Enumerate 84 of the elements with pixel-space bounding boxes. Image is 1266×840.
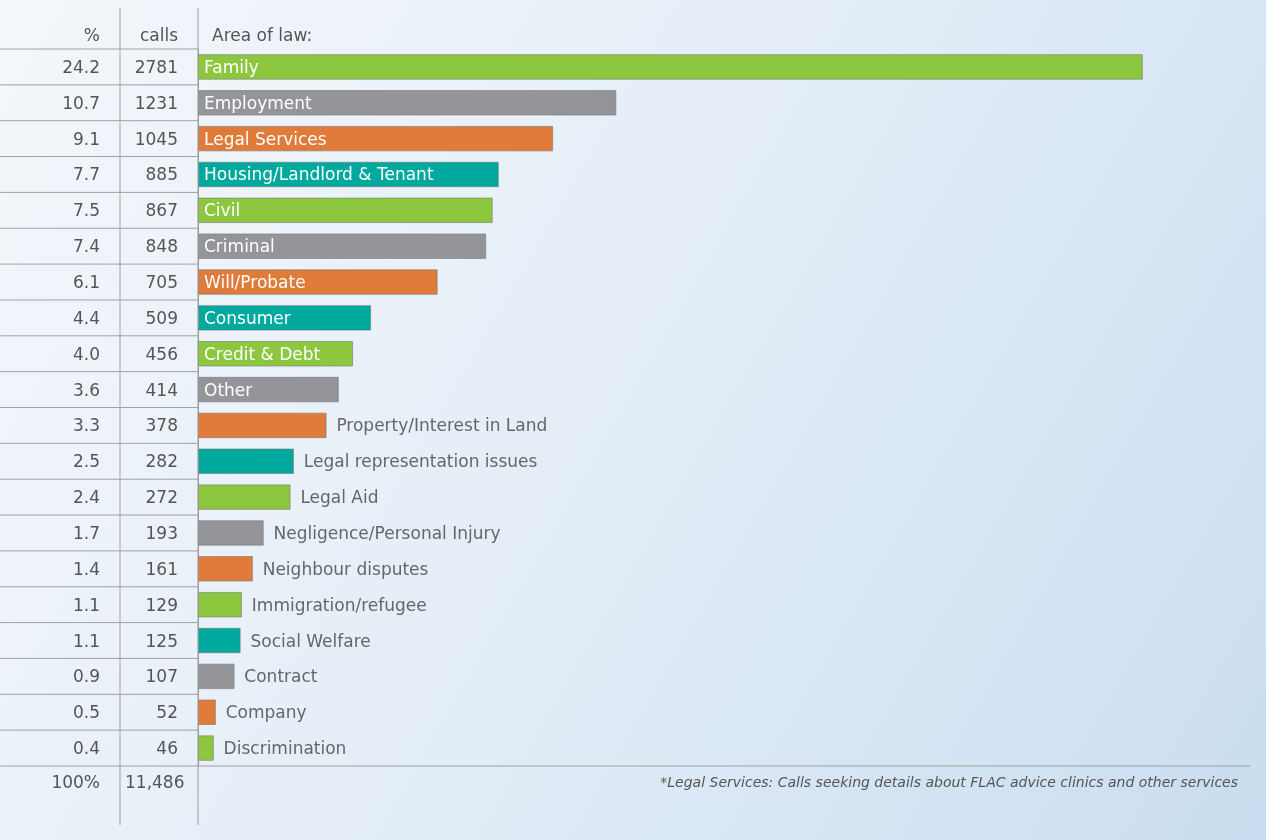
bar xyxy=(198,305,371,331)
data-label: 1045 xyxy=(134,128,178,149)
text: 7.5 xyxy=(72,200,100,221)
data-label: 867 xyxy=(145,200,178,221)
y-tick-label: Company xyxy=(225,702,307,723)
y-tick-label: Immigration/refugee xyxy=(251,594,427,615)
y-axis-title: Area of law: xyxy=(212,25,313,46)
text: 1.1 xyxy=(72,630,100,651)
data-label: 2781 xyxy=(134,56,178,77)
data-label: 107 xyxy=(145,666,178,687)
text: 2.4 xyxy=(72,487,100,508)
y-tick-label: Criminal xyxy=(204,236,275,257)
data-label: 705 xyxy=(145,272,178,293)
text: 1.4 xyxy=(72,558,100,579)
text: 7.7 xyxy=(72,164,100,185)
y-tick-label: Social Welfare xyxy=(250,630,371,651)
text: 4.4 xyxy=(72,307,100,328)
text: 10.7 xyxy=(62,92,100,113)
text: 7.4 xyxy=(72,236,100,257)
text: *Legal Services: Calls seeking details about FLAC advice clinics and other services xyxy=(660,773,1238,790)
data-label: 46 xyxy=(156,738,178,759)
bar xyxy=(198,54,1143,80)
bar xyxy=(198,520,264,546)
y-tick-label: Will/Probate xyxy=(204,272,306,293)
y-tick-label: Family xyxy=(204,56,259,77)
bar xyxy=(198,90,617,116)
bar xyxy=(198,592,242,618)
text: 6.1 xyxy=(72,272,100,293)
text: 0.9 xyxy=(72,666,100,687)
y-tick-label: Consumer xyxy=(204,307,291,328)
data-label: 52 xyxy=(156,702,178,723)
bar xyxy=(198,663,235,689)
text: % xyxy=(83,25,100,46)
y-tick-label: Discrimination xyxy=(223,738,347,759)
bar xyxy=(198,126,553,152)
bar xyxy=(198,735,214,761)
text: 100% xyxy=(51,771,100,792)
bar xyxy=(198,412,327,438)
text: 3.3 xyxy=(72,415,100,436)
y-tick-label: Credit & Debt xyxy=(204,343,321,364)
y-tick-label: Employment xyxy=(204,92,313,113)
y-tick-label: Legal representation issues xyxy=(303,451,538,472)
y-tick-label: Neighbour disputes xyxy=(262,558,429,579)
y-tick-label: Negligence/Personal Injury xyxy=(273,522,501,543)
text: 4.0 xyxy=(72,343,100,364)
bar xyxy=(198,484,291,510)
text: 3.6 xyxy=(72,379,100,400)
text: 0.5 xyxy=(72,702,100,723)
bar xyxy=(198,197,493,223)
bar xyxy=(198,377,339,403)
bar xyxy=(198,448,294,474)
data-label: 509 xyxy=(145,307,178,328)
data-label: 193 xyxy=(145,522,178,543)
y-tick-label: Civil xyxy=(204,200,241,221)
data-label: 885 xyxy=(145,164,178,185)
text: calls xyxy=(139,25,179,46)
data-label: 125 xyxy=(145,630,178,651)
data-label: 161 xyxy=(145,558,178,579)
text: 11,486 xyxy=(125,771,185,792)
data-label: 456 xyxy=(145,343,178,364)
bar xyxy=(198,233,487,259)
bar xyxy=(198,269,438,295)
y-tick-label: Legal Services xyxy=(204,128,327,149)
data-label: 129 xyxy=(145,594,178,615)
data-label: 848 xyxy=(145,236,178,257)
text: 0.4 xyxy=(72,738,100,759)
y-tick-label: Contract xyxy=(244,666,318,687)
y-tick-label: Other xyxy=(204,379,253,400)
text: 9.1 xyxy=(72,128,100,149)
bar xyxy=(198,627,241,654)
text: 1.7 xyxy=(72,522,100,543)
data-label: 282 xyxy=(145,451,178,472)
data-label: 1231 xyxy=(134,92,178,113)
data-label: 272 xyxy=(145,487,178,508)
bar xyxy=(198,556,253,582)
data-label: 414 xyxy=(145,379,178,400)
text: 1.1 xyxy=(72,594,100,615)
text: 24.2 xyxy=(62,56,100,77)
y-tick-label: Property/Interest in Land xyxy=(336,415,548,436)
bar xyxy=(198,699,216,725)
data-label: 378 xyxy=(145,415,178,436)
text: 2.5 xyxy=(72,451,100,472)
y-tick-label: Legal Aid xyxy=(300,487,379,508)
y-tick-label: Housing/Landlord & Tenant xyxy=(204,164,434,185)
